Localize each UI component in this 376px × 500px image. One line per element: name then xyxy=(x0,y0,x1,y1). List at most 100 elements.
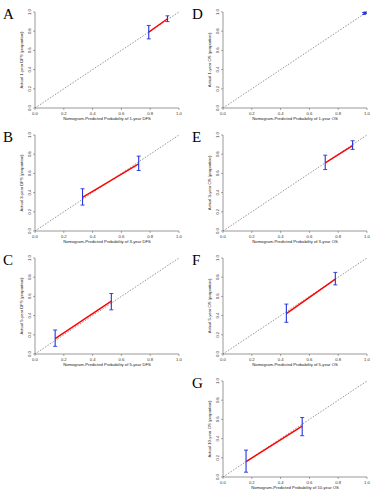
x-axis-label: Nomogram-Predicted Probability of 10-yea… xyxy=(251,485,339,490)
x-tick-label: 0.6 xyxy=(306,480,312,485)
y-tick xyxy=(33,173,35,174)
y-tick-label: 0.8 xyxy=(215,274,220,280)
y-tick xyxy=(221,258,223,259)
x-axis-label: Nomogram-Predicted Probability of 3-year… xyxy=(63,239,151,244)
y-tick-label: 0.6 xyxy=(215,293,220,299)
y-tick xyxy=(33,31,35,32)
y-tick-label: 0.6 xyxy=(215,416,220,422)
x-tick-label: 1.0 xyxy=(176,234,182,239)
y-tick-label: 0.8 xyxy=(215,28,220,34)
y-tick xyxy=(221,231,223,232)
calibration-line xyxy=(325,146,352,163)
x-tick-label: 1.0 xyxy=(364,111,370,116)
y-tick-label: 1.0 xyxy=(215,131,220,137)
panel: F0.00.20.40.60.81.00.00.20.40.60.81.0Nom… xyxy=(192,252,371,367)
y-tick xyxy=(33,50,35,51)
x-tick-label: 0.8 xyxy=(147,111,153,116)
x-tick-label: 0.6 xyxy=(306,357,312,362)
y-axis-label: Actual 3-year DFS (proportion) xyxy=(19,154,24,212)
y-tick-label: 0.0 xyxy=(27,227,32,233)
x-tick-label: 0.8 xyxy=(147,234,153,239)
x-tick-label: 0.6 xyxy=(306,234,312,239)
panel-letter: F xyxy=(192,252,200,268)
y-axis xyxy=(35,135,36,231)
x-axis xyxy=(35,231,179,232)
error-bar xyxy=(333,272,337,284)
x-tick-label: 0.2 xyxy=(249,480,255,485)
y-tick-label: 0.6 xyxy=(27,47,32,53)
x-tick-label: 1.0 xyxy=(176,357,182,362)
panel: D0.00.20.40.60.81.00.00.20.40.60.81.0Nom… xyxy=(192,6,371,121)
y-tick xyxy=(33,69,35,70)
panel-letter: D xyxy=(192,6,203,22)
y-tick xyxy=(33,315,35,316)
y-tick-label: 1.0 xyxy=(27,254,32,260)
x-tick-label: 0.0 xyxy=(220,234,226,239)
y-axis xyxy=(223,135,224,231)
y-tick xyxy=(221,69,223,70)
y-tick xyxy=(221,334,223,335)
error-bar xyxy=(244,450,248,472)
x-tick-label: 0.0 xyxy=(220,480,226,485)
x-tick-label: 0.4 xyxy=(90,234,96,239)
reference-line xyxy=(223,135,367,231)
y-tick xyxy=(221,419,223,420)
plot-area xyxy=(223,12,367,108)
y-tick xyxy=(33,88,35,89)
y-tick xyxy=(221,457,223,458)
x-tick-label: 0.8 xyxy=(335,357,341,362)
y-tick xyxy=(33,277,35,278)
y-tick-label: 0.4 xyxy=(27,312,32,318)
y-tick xyxy=(221,192,223,193)
calibration-line xyxy=(286,279,335,314)
y-tick xyxy=(221,277,223,278)
y-tick-label: 0.6 xyxy=(27,293,32,299)
y-tick xyxy=(221,31,223,32)
y-tick-label: 1.0 xyxy=(215,254,220,260)
y-tick xyxy=(221,154,223,155)
y-tick-label: 0.8 xyxy=(27,28,32,34)
panel: C0.00.20.40.60.81.00.00.20.40.60.81.0Nom… xyxy=(3,252,183,367)
plot-area xyxy=(35,12,179,108)
error-bar xyxy=(300,417,304,435)
y-tick-label: 1.0 xyxy=(27,8,32,14)
panel: A0.00.20.40.60.81.00.00.20.40.60.81.0Nom… xyxy=(3,6,183,121)
error-bar xyxy=(284,304,288,322)
y-tick xyxy=(221,438,223,439)
x-tick-label: 0.0 xyxy=(32,111,38,116)
x-tick-label: 0.4 xyxy=(90,111,96,116)
y-tick xyxy=(221,12,223,13)
error-bar xyxy=(351,141,355,150)
x-tick-label: 0.6 xyxy=(118,234,124,239)
calibration-line xyxy=(55,301,111,338)
x-tick-label: 0.2 xyxy=(61,111,67,116)
y-tick-label: 0.2 xyxy=(215,85,220,91)
y-tick xyxy=(33,135,35,136)
x-tick-label: 0.0 xyxy=(220,111,226,116)
y-tick-label: 1.0 xyxy=(215,8,220,14)
plot-area xyxy=(35,258,179,354)
x-axis-label: Nomogram-Predicted Probability of 5-year… xyxy=(252,362,338,367)
x-tick-label: 1.0 xyxy=(364,480,370,485)
y-tick xyxy=(33,211,35,212)
y-tick-label: 0.6 xyxy=(27,170,32,176)
y-tick-label: 0.6 xyxy=(215,170,220,176)
x-axis xyxy=(223,477,367,478)
y-tick-label: 0.0 xyxy=(27,104,32,110)
y-axis-label: Actual 5-year OS (proportion) xyxy=(207,278,212,333)
y-tick xyxy=(33,108,35,109)
error-bar xyxy=(137,156,141,170)
x-tick-label: 0.6 xyxy=(306,111,312,116)
panel-letter: E xyxy=(192,129,201,145)
x-tick-label: 0.2 xyxy=(61,234,67,239)
y-axis-label: Actual 10-year OS (proportion) xyxy=(207,400,212,458)
error-bar xyxy=(109,294,113,310)
y-tick xyxy=(221,173,223,174)
y-tick xyxy=(221,381,223,382)
y-tick-label: 0.4 xyxy=(27,189,32,195)
x-axis xyxy=(223,231,367,232)
x-axis-label: Nomogram-Predicted Probability of 1-year… xyxy=(63,116,151,121)
x-axis xyxy=(35,354,179,355)
reference-line xyxy=(35,135,179,231)
x-tick-label: 0.4 xyxy=(278,357,284,362)
